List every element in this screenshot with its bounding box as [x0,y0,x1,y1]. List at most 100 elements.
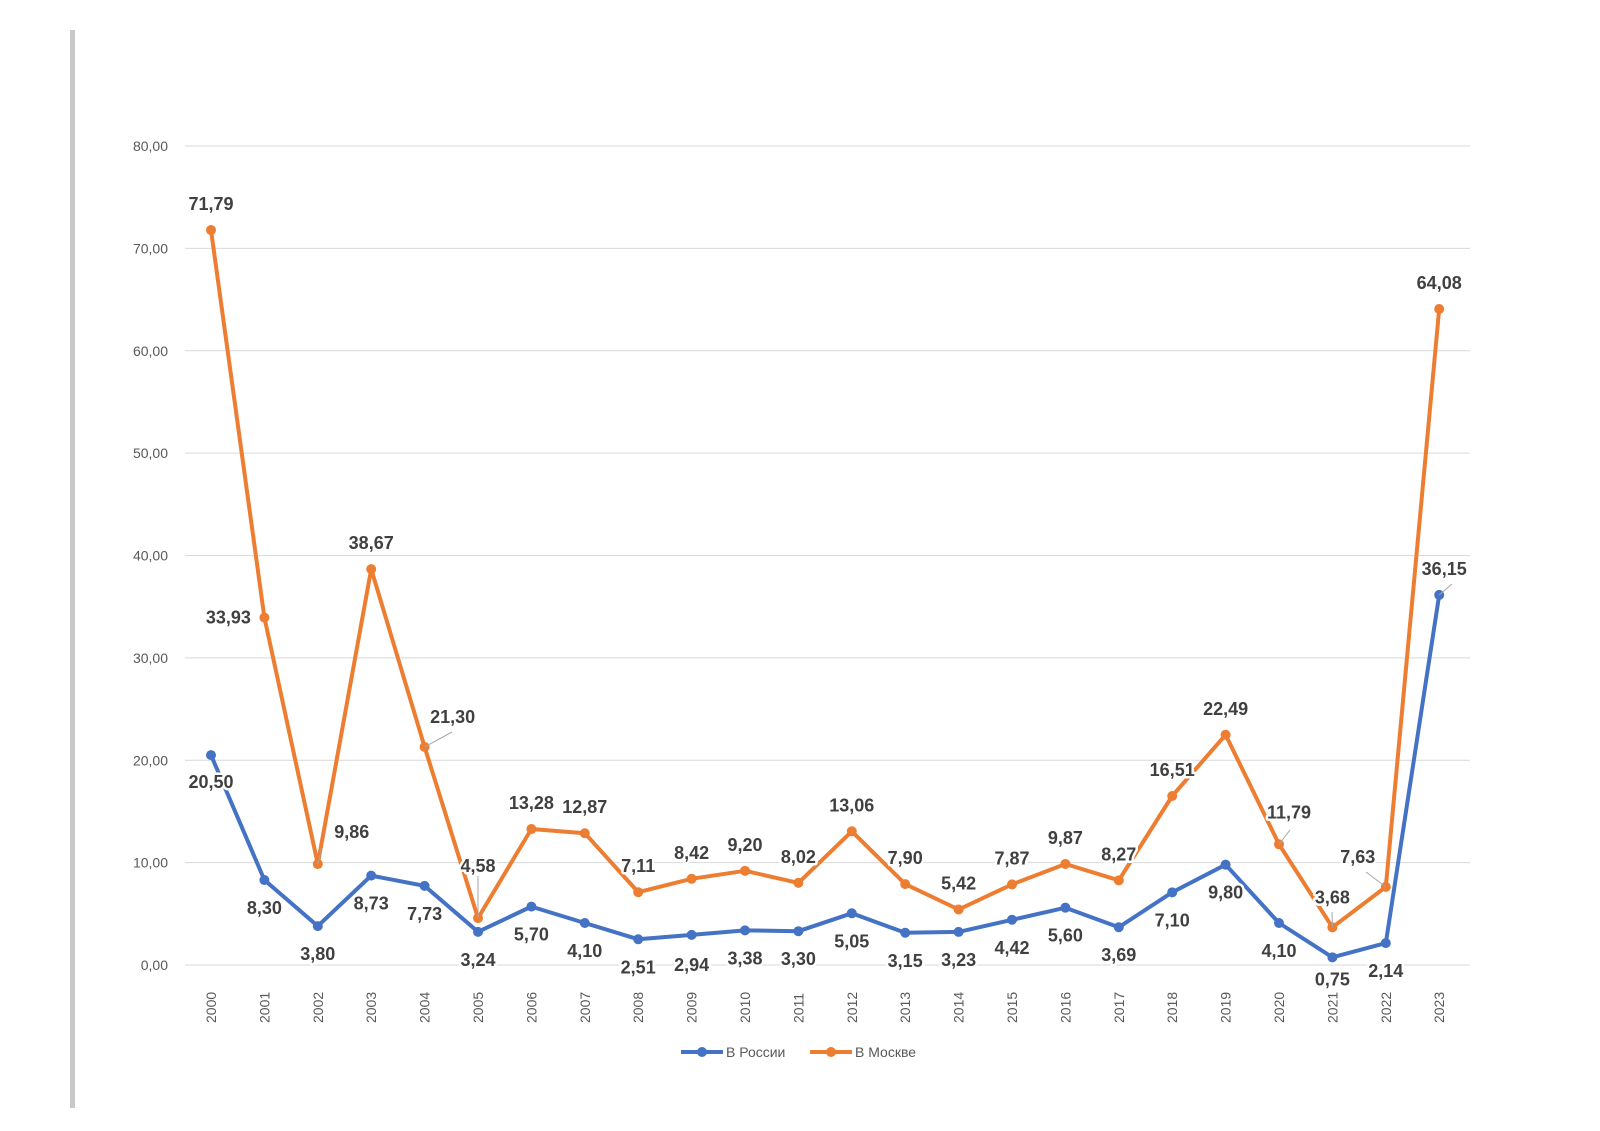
x-axis-ticks: 2000 2001 2002 2003 2004 2005 2006 2007 2008 2009… [203,992,1447,1023]
data-label: 9,80 [1208,883,1243,903]
leader-line [1365,871,1387,888]
data-label: 13,28 [509,793,554,813]
data-label: 3,68 [1315,887,1350,907]
y-tick-label: 10,00 [133,855,168,871]
data-label: 3,15 [888,951,923,971]
legend-label: В Москве [855,1044,916,1060]
data-point [686,929,697,940]
data-label: 36,15 [1422,559,1467,579]
data-label: 9,20 [727,835,762,855]
data-point [419,880,430,891]
data-label: 22,49 [1203,699,1248,719]
leader-line [1278,829,1291,845]
data-label: 16,51 [1150,760,1195,780]
data-point [633,887,644,898]
x-tick-label: 2005 [470,992,486,1023]
legend-label: В России [726,1044,785,1060]
data-label: 4,42 [994,938,1029,958]
data-point [579,828,590,839]
data-point [473,926,483,937]
data-label: 2,94 [674,955,709,975]
x-tick-label: 2015 [1004,992,1020,1023]
data-point [953,904,964,915]
x-tick-label: 2006 [523,992,539,1023]
data-label: 33,93 [206,608,251,628]
data-point [846,908,857,919]
y-tick-label: 0,00 [141,957,168,973]
x-tick-label: 2023 [1431,992,1447,1023]
x-tick-label: 2004 [417,992,433,1023]
x-tick-label: 2011 [790,993,806,1023]
data-labels: 20,50 8,30 3,80 8,73 7,73 3,24 5,70 4,10 2,51 2,9… [186,192,1469,992]
data-point [259,612,270,623]
x-tick-label: 2019 [1218,992,1234,1023]
y-tick-label: 20,00 [133,752,168,768]
data-point [366,564,377,575]
data-point [526,901,537,912]
data-label: 5,42 [941,874,976,894]
data-point [259,875,270,886]
data-label: 7,63 [1340,847,1375,867]
data-label: 3,80 [300,944,335,964]
data-label: 4,10 [1261,941,1296,961]
data-point [793,877,804,888]
x-tick-label: 2008 [630,992,646,1023]
data-label: 4,58 [460,856,495,876]
data-label: 3,69 [1101,945,1136,965]
x-tick-label: 2016 [1057,992,1073,1023]
leader-line [317,847,323,865]
data-point [846,826,857,837]
data-point [206,225,216,236]
data-point [793,926,804,937]
data-point [1060,902,1071,913]
series-lines [209,228,1442,960]
x-tick-label: 2014 [951,992,967,1023]
x-tick-label: 2009 [684,992,700,1023]
data-point [900,879,911,890]
data-label: 7,90 [888,848,923,868]
data-label: 8,30 [247,898,282,918]
x-tick-label: 2022 [1378,992,1394,1023]
data-label: 21,30 [430,707,475,727]
data-label: 38,67 [349,533,394,553]
data-label: 3,24 [460,950,495,970]
data-point [1167,887,1178,898]
legend-swatch-marker [697,1047,707,1057]
data-label: 2,14 [1368,961,1403,981]
data-label: 8,42 [674,843,709,863]
data-label: 13,06 [829,795,874,815]
data-label: 8,27 [1101,844,1136,864]
series-line-moscow [209,228,1442,930]
data-point [1220,859,1231,870]
data-point [1220,729,1231,740]
data-point [1060,858,1071,869]
data-point [1167,790,1178,801]
data-point [1113,875,1124,886]
data-label: 5,05 [834,931,869,951]
data-label: 9,87 [1048,828,1083,848]
data-point [579,918,590,929]
x-tick-label: 2021 [1324,992,1340,1023]
data-label: 7,87 [994,848,1029,868]
y-tick-label: 80,00 [133,138,168,154]
data-point [740,925,750,936]
data-point [206,750,216,761]
data-point [312,921,323,932]
left-border-rule [70,30,75,1108]
data-point [1327,952,1338,963]
data-label: 71,79 [188,194,233,214]
data-label: 0,75 [1315,969,1350,989]
gridlines [185,145,1470,966]
data-point [1434,303,1445,314]
x-tick-label: 2018 [1164,992,1180,1023]
data-label: 5,70 [514,925,549,945]
y-axis-ticks: 0,00 10,00 20,00 30,00 40,00 50,00 60,00 70,00 8… [133,138,168,973]
x-tick-label: 2012 [844,992,860,1023]
label-leaders [317,583,1453,928]
legend-swatch-marker [826,1047,836,1057]
data-point [633,934,644,945]
leader-line [424,731,453,748]
data-point [900,927,911,938]
data-label: 4,10 [567,941,602,961]
